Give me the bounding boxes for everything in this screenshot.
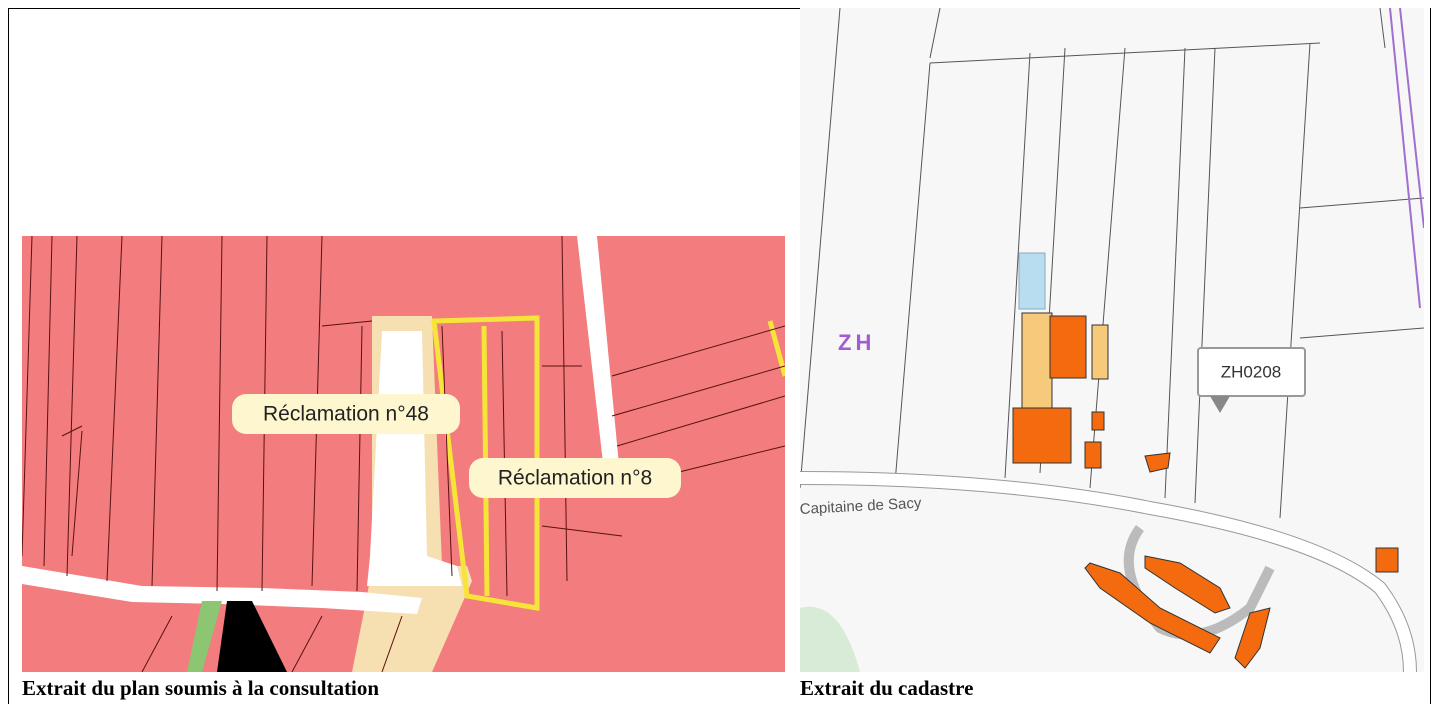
table-border bbox=[8, 8, 800, 9]
map-label: Réclamation n°48 bbox=[263, 403, 429, 426]
table-border bbox=[1430, 8, 1431, 704]
figure-caption: Extrait du plan soumis à la consultation bbox=[22, 676, 379, 701]
consultation-map: Réclamation n°48 Réclamation n°8 bbox=[22, 236, 785, 672]
parcel-label: ZH0208 bbox=[1221, 362, 1281, 381]
document-page: Réclamation n°48 Réclamation n°8 ZH ZH02… bbox=[0, 0, 1436, 704]
table-border bbox=[8, 8, 9, 704]
figure-caption: Extrait du cadastre bbox=[800, 676, 973, 701]
map-label: Réclamation n°8 bbox=[498, 467, 652, 490]
section-label: ZH bbox=[838, 330, 875, 355]
cadastre-map: ZH ZH0208 Capitaine de Sacy bbox=[800, 8, 1424, 672]
